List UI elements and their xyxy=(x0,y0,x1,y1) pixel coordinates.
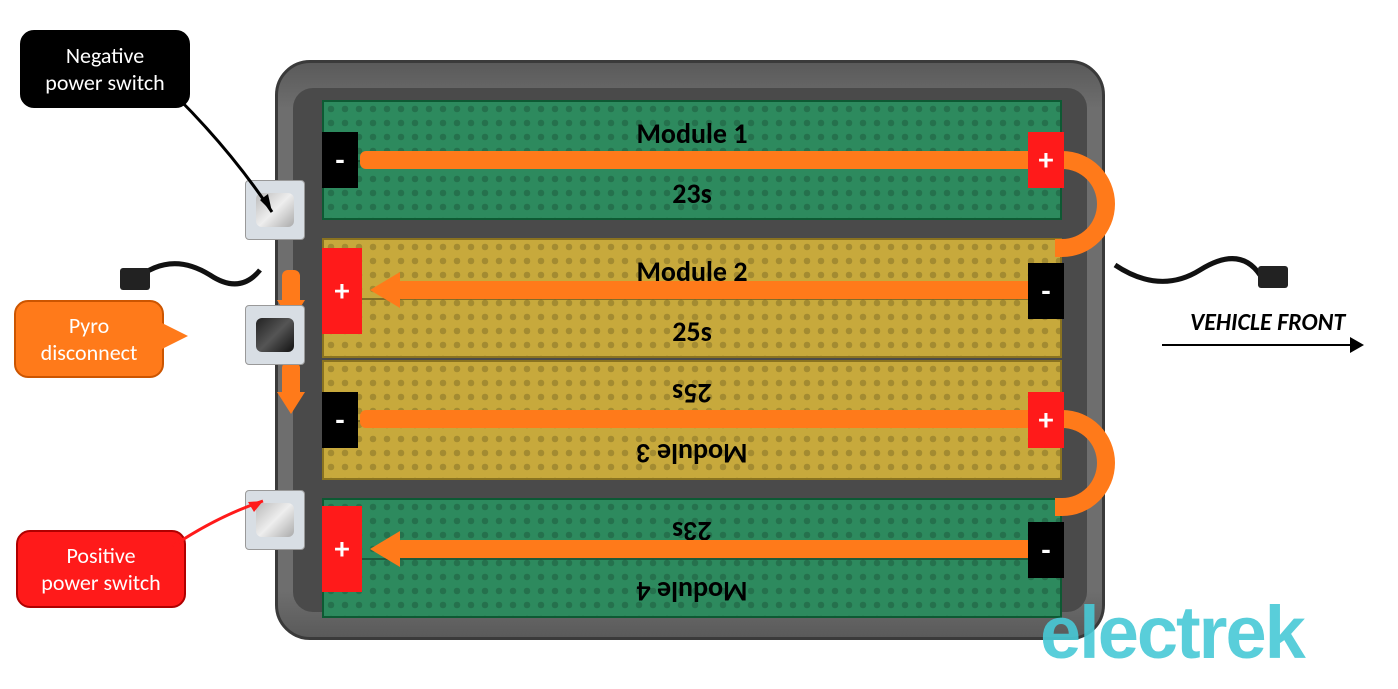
module-1-title: Module 1 xyxy=(324,116,1060,151)
arrow-m4 xyxy=(370,531,400,567)
module-3-title: Module 3 xyxy=(324,436,1060,471)
busbar-m3 xyxy=(360,410,1062,428)
terminal-m2-pos: + xyxy=(322,248,362,334)
busbar-m1 xyxy=(360,151,1062,169)
module-2-cells: 25s xyxy=(324,314,1060,349)
module-4-title: Module 4 xyxy=(324,574,1060,609)
u-curve-right-top xyxy=(1055,151,1115,257)
callout-negative-l2: power switch xyxy=(36,69,174,96)
callout-positive-switch: Positive power switch xyxy=(16,530,186,608)
busbar-m2 xyxy=(395,281,1062,299)
callout-positive-l1: Positive xyxy=(32,542,170,569)
callout-negative-l1: Negative xyxy=(36,42,174,69)
terminal-m1-pos: + xyxy=(1028,132,1064,188)
wire-right xyxy=(1110,240,1270,310)
terminal-m3-pos: + xyxy=(1028,392,1064,448)
arrow-m2 xyxy=(370,272,400,308)
module-3-cells: 25s xyxy=(324,376,1060,411)
callout-pyro-l2: disconnect xyxy=(30,339,148,366)
vehicle-front-arrow xyxy=(1162,344,1362,346)
u-curve-right-bot xyxy=(1055,410,1115,516)
callout-pyro-l1: Pyro xyxy=(30,312,148,339)
plug-left xyxy=(120,268,150,290)
watermark-electrek: electrek xyxy=(1040,590,1304,675)
arrow-pyro-bot xyxy=(277,392,305,414)
callout-pyro: Pyro disconnect xyxy=(14,300,164,378)
callout-positive-l2: power switch xyxy=(32,569,170,596)
pyro-disconnect-icon xyxy=(245,305,305,365)
terminal-m2-neg: - xyxy=(1028,263,1064,319)
terminal-m4-pos: + xyxy=(322,506,362,592)
module-1-cells: 23s xyxy=(324,176,1060,211)
terminal-m4-neg: - xyxy=(1028,522,1064,578)
terminal-m3-neg: - xyxy=(322,392,358,448)
terminal-m1-neg: - xyxy=(322,132,358,188)
vehicle-front-label: VEHICLE FRONT xyxy=(1190,308,1345,337)
busbar-m4 xyxy=(395,540,1062,558)
callout-negative-switch: Negative power switch xyxy=(20,30,190,108)
module-4: 23s Module 4 xyxy=(322,498,1062,618)
plug-right xyxy=(1258,266,1288,288)
